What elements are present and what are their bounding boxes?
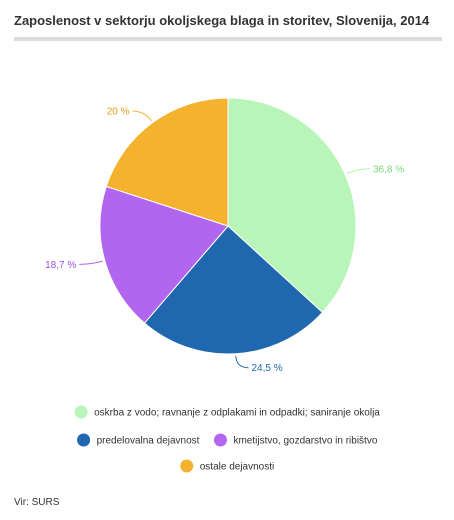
- pie-chart: 36,8 % 24,5 % 18,7 % 20 % oskrba z vodo; ra…: [45, 97, 404, 473]
- slice-value-label: 24,5 %: [251, 363, 282, 374]
- legend-label: oskrba z vodo; ravnanje z odplakami in o…: [94, 408, 380, 419]
- pie-slice[interactable]: [143, 225, 324, 355]
- slice-value-label: 36,8 %: [373, 164, 404, 175]
- legend-marker: [77, 433, 91, 447]
- source-note: Vir: SURS: [14, 497, 60, 508]
- slice-connector: [235, 355, 249, 369]
- title-divider: [14, 37, 442, 41]
- chart-title: Zaposlenost v sektorju okoljskega blaga …: [14, 13, 430, 28]
- legend-item[interactable]: oskrba z vodo; ravnanje z odplakami in o…: [74, 405, 381, 419]
- legend-marker: [213, 433, 227, 447]
- legend-marker: [180, 459, 194, 473]
- pie-slice[interactable]: [99, 185, 229, 324]
- legend-label: kmetijstvo, gozdarstvo in ribištvo: [233, 436, 377, 447]
- legend-marker: [74, 405, 88, 419]
- pie-slice[interactable]: [105, 97, 229, 227]
- slice-connector: [79, 260, 103, 265]
- legend-item[interactable]: kmetijstvo, gozdarstvo in ribištvo: [213, 433, 378, 447]
- legend-item[interactable]: predelovalna dejavnost: [77, 433, 200, 447]
- pie-slice[interactable]: [227, 97, 357, 314]
- legend-item[interactable]: ostale dejavnosti: [180, 459, 275, 473]
- slice-value-label: 18,7 %: [45, 260, 76, 271]
- slice-value-label: 20 %: [107, 107, 130, 118]
- legend-label: ostale dejavnosti: [200, 462, 275, 473]
- slice-connector: [132, 110, 152, 122]
- legend-label: predelovalna dejavnost: [97, 436, 200, 447]
- slice-connector: [346, 168, 370, 175]
